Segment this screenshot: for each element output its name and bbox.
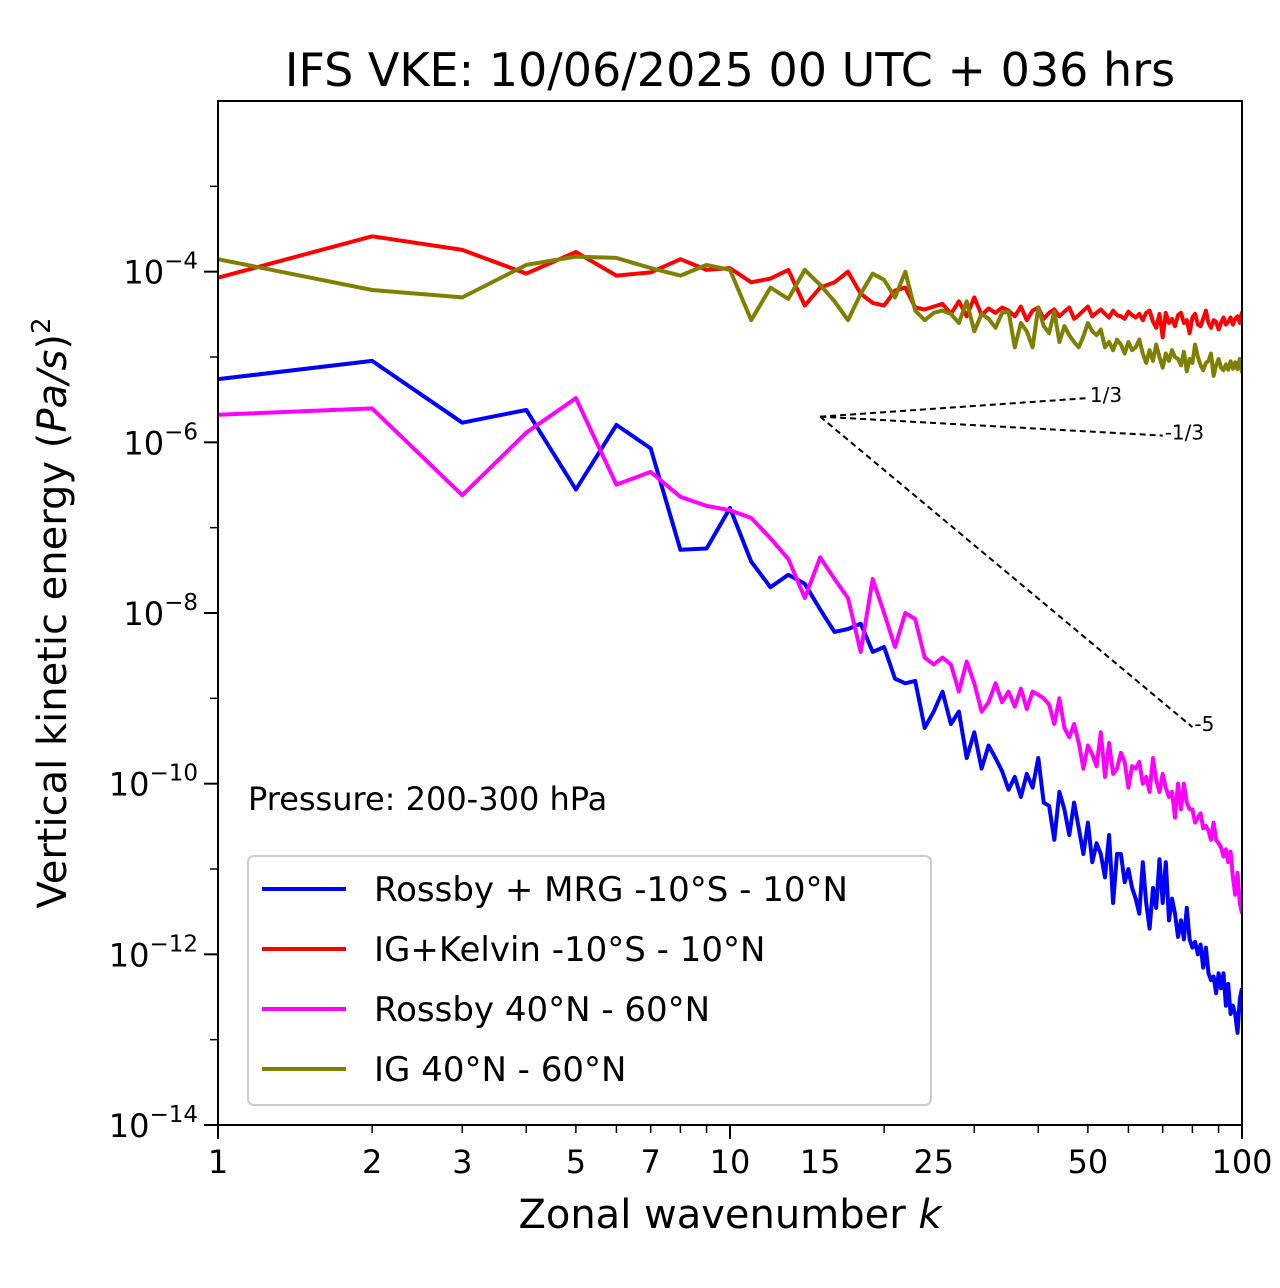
y-axis-label: Vertical kinetic energy (Pa/s)2 — [27, 318, 76, 909]
y-tick-label: 10−14 — [109, 1102, 198, 1145]
x-tick-label: 50 — [1068, 1143, 1109, 1181]
x-tick-label: 2 — [362, 1143, 382, 1181]
y-tick-label: 10−4 — [123, 249, 198, 292]
x-tick-label: 5 — [566, 1143, 586, 1181]
slope-label-0: 1/3 — [1090, 383, 1122, 407]
legend-label-1: IG+Kelvin -10°S - 10°N — [374, 930, 765, 970]
reference-slopes: 1/3 -1/3 -5 — [819, 383, 1214, 736]
x-tick-label: 3 — [452, 1143, 472, 1181]
x-axis-label: Zonal wavenumber k — [518, 1192, 943, 1238]
pressure-annotation: Pressure: 200-300 hPa — [248, 780, 607, 818]
legend-label-2: Rossby 40°N - 60°N — [374, 990, 710, 1030]
y-tick-label: 10−12 — [109, 931, 198, 974]
y-axis-ticks: 10−4 10−6 10−8 10−10 10−12 10−14 — [109, 185, 218, 1145]
x-tick-label: 10 — [710, 1143, 751, 1181]
series-line-1 — [218, 234, 1242, 340]
x-tick-label: 25 — [913, 1143, 954, 1181]
y-tick-label: 10−10 — [109, 761, 198, 804]
y-tick-label: 10−8 — [123, 590, 198, 633]
x-tick-label: 1 — [208, 1143, 228, 1181]
legend-label-3: IG 40°N - 60°N — [374, 1050, 626, 1090]
slope-line-1 — [820, 415, 1163, 437]
x-axis-ticks: 1 2 3 5 7 10 15 25 50 100 — [208, 1125, 1273, 1181]
x-tick-label: 100 — [1211, 1143, 1272, 1181]
series-line-2 — [218, 396, 1242, 915]
slope-label-1: -1/3 — [1165, 421, 1204, 445]
series-line-3 — [218, 254, 1242, 378]
x-tick-label: 15 — [800, 1143, 841, 1181]
series-group — [218, 234, 1242, 1035]
legend: Rossby + MRG -10°S - 10°N IG+Kelvin -10°S… — [247, 855, 932, 1106]
slope-label-2: -5 — [1194, 712, 1214, 736]
legend-label-0: Rossby + MRG -10°S - 10°N — [374, 870, 848, 910]
slope-line-0 — [820, 397, 1088, 418]
x-tick-label: 7 — [641, 1143, 661, 1181]
chart-title: IFS VKE: 10/06/2025 00 UTC + 036 hrs — [285, 43, 1175, 97]
y-tick-label: 10−6 — [123, 419, 198, 462]
slope-line-2 — [819, 415, 1194, 728]
legend-box — [247, 855, 932, 1106]
